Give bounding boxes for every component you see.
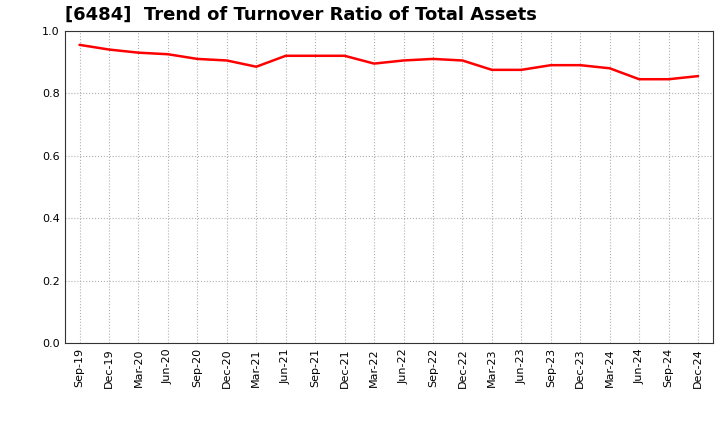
- Text: [6484]  Trend of Turnover Ratio of Total Assets: [6484] Trend of Turnover Ratio of Total …: [65, 6, 536, 24]
